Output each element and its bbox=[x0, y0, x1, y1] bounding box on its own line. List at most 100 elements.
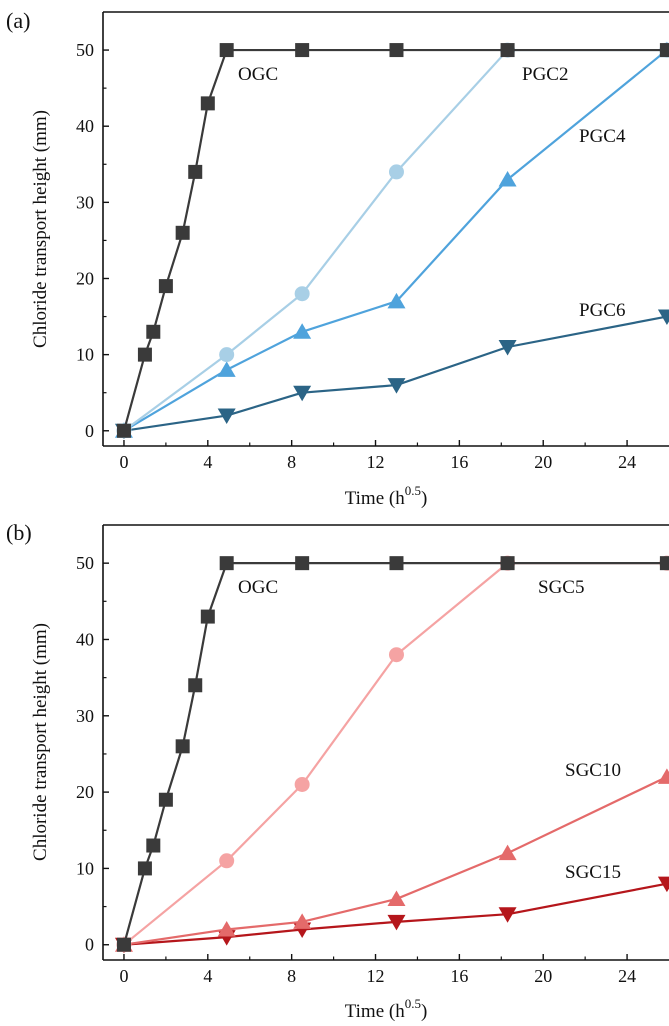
series-label-sgc10: SGC10 bbox=[565, 760, 621, 781]
x-axis-title: Time (h0.5) bbox=[345, 483, 428, 509]
x-tick-label: 16 bbox=[450, 452, 468, 472]
series-line-pgc4 bbox=[123, 49, 668, 432]
data-point-sgc15-5 bbox=[657, 876, 669, 893]
series-label-ogc: OGC bbox=[238, 577, 278, 598]
y-axis-title: Chloride transport height (mm) bbox=[30, 110, 51, 348]
y-tick-label: 30 bbox=[76, 192, 94, 212]
series-label-sgc5: SGC5 bbox=[538, 577, 584, 598]
series-label-sgc15: SGC15 bbox=[565, 862, 621, 883]
data-point-ogc-4 bbox=[175, 739, 190, 754]
series-sgc10 bbox=[114, 768, 669, 952]
y-tick-label: 50 bbox=[76, 553, 94, 573]
x-tick-label: 4 bbox=[203, 452, 212, 472]
y-axis-title: Chloride transport height (mm) bbox=[30, 623, 51, 861]
series-sgc5 bbox=[116, 555, 669, 953]
series-label-pgc4: PGC4 bbox=[579, 126, 626, 147]
data-point-ogc-5 bbox=[188, 164, 203, 179]
data-point-ogc-1 bbox=[137, 347, 152, 362]
data-point-pgc6-5 bbox=[657, 309, 669, 326]
series-line-sgc10 bbox=[123, 775, 668, 946]
y-tick-label: 20 bbox=[76, 268, 94, 288]
x-axis-title: Time (h0.5) bbox=[345, 996, 428, 1022]
series-ogc bbox=[116, 43, 669, 438]
data-point-ogc-7 bbox=[219, 556, 234, 571]
data-point-ogc-3 bbox=[158, 279, 173, 294]
data-point-sgc5-3 bbox=[388, 647, 404, 663]
data-point-ogc-10 bbox=[500, 43, 515, 58]
data-point-ogc-4 bbox=[175, 225, 190, 240]
data-point-sgc15-4 bbox=[498, 907, 517, 923]
series-pgc6 bbox=[114, 309, 669, 440]
y-tick-label: 40 bbox=[76, 116, 94, 136]
data-point-ogc-9 bbox=[389, 43, 404, 58]
data-point-ogc-6 bbox=[200, 96, 215, 111]
data-point-sgc10-2 bbox=[293, 913, 312, 929]
data-point-ogc-0 bbox=[116, 423, 131, 438]
data-point-ogc-3 bbox=[158, 792, 173, 807]
x-tick-label: 16 bbox=[450, 966, 468, 986]
data-point-ogc-9 bbox=[389, 556, 404, 571]
plot-area bbox=[114, 555, 669, 954]
x-tick-label: 8 bbox=[287, 452, 296, 472]
y-tick-label: 50 bbox=[76, 40, 94, 60]
data-point-pgc6-4 bbox=[498, 340, 517, 356]
data-point-ogc-11 bbox=[659, 556, 669, 571]
data-point-pgc2-3 bbox=[388, 164, 404, 180]
y-tick-label: 30 bbox=[76, 706, 94, 726]
data-point-ogc-0 bbox=[116, 937, 131, 952]
y-tick-label: 10 bbox=[76, 345, 94, 365]
series-line-pgc6 bbox=[123, 315, 668, 432]
y-tick-label: 0 bbox=[85, 935, 94, 955]
data-point-sgc10-4 bbox=[498, 844, 517, 861]
data-point-sgc10-1 bbox=[217, 920, 236, 937]
chart-panel-b: 0 4 8 12 16 20 24 0 10 20 30 40 50 (b) Time (h0.5) Chlo… bbox=[6, 520, 669, 1022]
plot-area bbox=[114, 41, 669, 440]
y-tick-label: 0 bbox=[85, 421, 94, 441]
x-tick-label: 8 bbox=[287, 966, 296, 986]
series-line-sgc15 bbox=[123, 882, 668, 946]
data-point-ogc-2 bbox=[146, 838, 161, 853]
x-tick-label: 12 bbox=[367, 966, 385, 986]
data-point-pgc2-1 bbox=[219, 347, 235, 363]
series-sgc15 bbox=[114, 876, 669, 954]
x-axis-title-sup: 0.5 bbox=[405, 483, 421, 498]
data-point-sgc10-3 bbox=[387, 890, 406, 906]
data-point-sgc15-3 bbox=[387, 914, 406, 931]
data-point-ogc-10 bbox=[500, 556, 515, 571]
data-point-pgc4-3 bbox=[387, 292, 406, 309]
x-tick-label: 20 bbox=[534, 452, 552, 472]
y-tick-label: 10 bbox=[76, 858, 94, 878]
data-point-ogc-2 bbox=[146, 324, 161, 339]
series-label-ogc: OGC bbox=[238, 64, 278, 85]
chart-panel-a: 0 4 8 12 16 20 24 0 10 20 30 40 50 (a) Time (h0.5) Chlo… bbox=[6, 8, 669, 509]
series-label-pgc2: PGC2 bbox=[522, 64, 568, 85]
x-axis-title-main: Time (h bbox=[345, 1001, 406, 1022]
y-tick-label: 40 bbox=[76, 629, 94, 649]
data-point-pgc6-2 bbox=[293, 385, 312, 402]
data-point-pgc6-3 bbox=[387, 378, 406, 394]
panel-label: (a) bbox=[6, 8, 30, 33]
x-tick-label: 0 bbox=[119, 452, 128, 472]
x-tick-label: 24 bbox=[618, 966, 636, 986]
data-point-pgc4-1 bbox=[217, 361, 236, 377]
data-point-ogc-1 bbox=[137, 861, 152, 876]
x-axis-title-close: ) bbox=[421, 488, 427, 509]
x-tick-label: 20 bbox=[534, 966, 552, 986]
x-axis-title-main: Time (h bbox=[345, 488, 406, 509]
x-tick-label: 4 bbox=[203, 966, 212, 986]
data-point-sgc5-1 bbox=[219, 853, 235, 869]
data-point-ogc-8 bbox=[295, 556, 310, 571]
data-point-pgc2-2 bbox=[294, 286, 310, 302]
data-point-ogc-11 bbox=[659, 43, 669, 58]
data-point-ogc-5 bbox=[188, 678, 203, 693]
x-axis-title-sup: 0.5 bbox=[405, 996, 421, 1011]
x-tick-label: 0 bbox=[119, 966, 128, 986]
data-point-pgc6-1 bbox=[217, 408, 236, 425]
x-axis-title-close: ) bbox=[421, 1001, 427, 1022]
data-point-pgc4-2 bbox=[293, 323, 312, 339]
data-point-ogc-6 bbox=[200, 609, 215, 624]
data-point-pgc4-4 bbox=[498, 171, 517, 187]
data-point-sgc10-5 bbox=[657, 768, 669, 784]
data-point-sgc5-2 bbox=[294, 776, 310, 792]
data-point-ogc-7 bbox=[219, 43, 234, 58]
